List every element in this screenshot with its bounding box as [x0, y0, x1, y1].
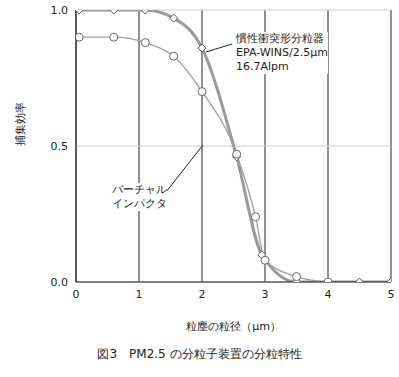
svg-text:0.5: 0.5 [51, 140, 69, 153]
svg-text:0: 0 [73, 288, 80, 301]
html-text:16.7Alpm: 16.7Alpm [236, 60, 289, 73]
html-text:バーチャル: バーチャル [112, 183, 167, 196]
svg-text:粒塵の粒径（μm）: 粒塵の粒径（μm） [186, 320, 281, 332]
html-text:インパクタ: インパクタ [112, 197, 167, 210]
svg-text:4: 4 [325, 288, 332, 301]
svg-text:3: 3 [262, 288, 269, 301]
html-text:慣性衝突形分粒器: 慣性衝突形分粒器 [236, 32, 324, 45]
svg-text:捕集効率: 捕集効率 [14, 102, 27, 146]
svg-text:5: 5 [388, 288, 392, 301]
html-text:図3 PM2.5 の分粒子装置の分粒特性: 図3 PM2.5 の分粒子装置の分粒特性 [97, 347, 302, 361]
svg-text:1.0: 1.0 [51, 4, 69, 17]
svg-text:2: 2 [199, 288, 206, 301]
svg-text:1: 1 [136, 288, 143, 301]
html-text:EPA-WINS/2.5μm: EPA-WINS/2.5μm [236, 46, 328, 59]
svg-text:0.0: 0.0 [51, 276, 69, 289]
